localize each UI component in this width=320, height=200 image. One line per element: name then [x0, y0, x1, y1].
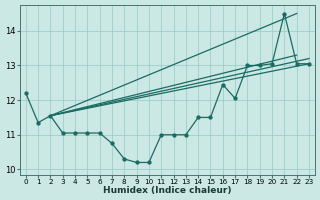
X-axis label: Humidex (Indice chaleur): Humidex (Indice chaleur) [103, 186, 232, 195]
